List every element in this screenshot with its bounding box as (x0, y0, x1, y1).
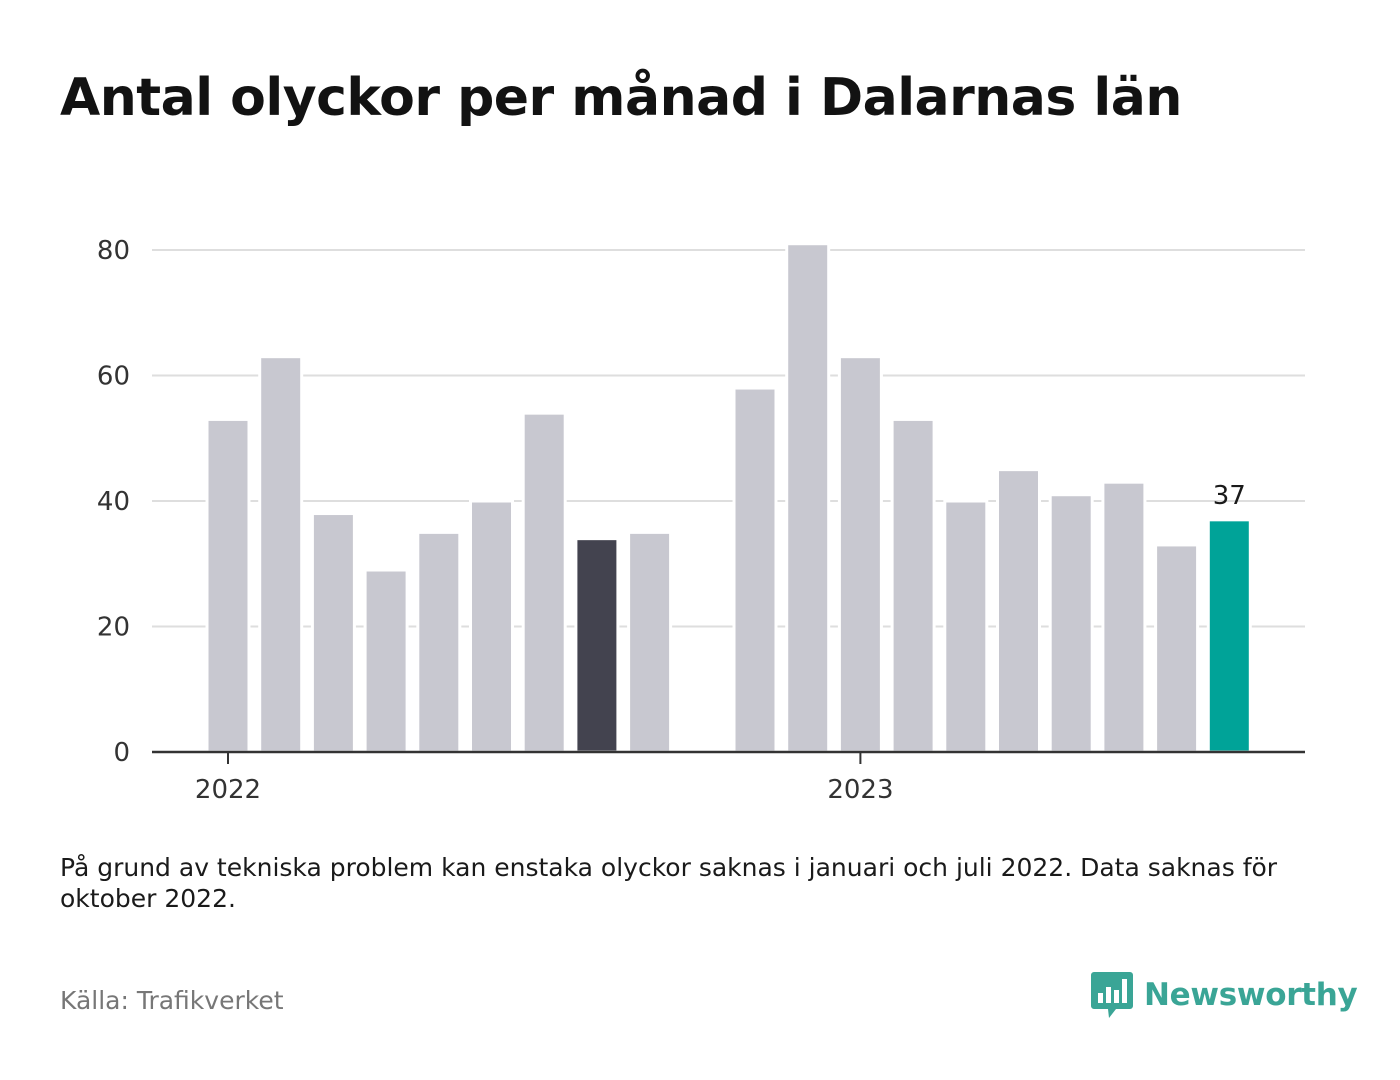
bar-2022-06 (469, 499, 514, 754)
x-tick-label: 2023 (827, 775, 893, 805)
y-tick-label: 60 (97, 362, 130, 392)
bar-2022-11 (732, 386, 778, 754)
bar-2022-07 (521, 411, 567, 754)
bar-2022-02 (258, 355, 304, 754)
chart-note: På grund av tekniska problem kan enstaka… (60, 853, 1278, 913)
bar-2023-08 (1206, 518, 1252, 754)
bar-2023-02 (890, 417, 936, 754)
bar-2022-04 (363, 568, 409, 754)
x-tick-label: 2022 (195, 775, 261, 805)
y-tick-label: 40 (97, 487, 130, 517)
brand-logo: Newsworthy (1090, 970, 1358, 1020)
y-tick-label: 0 (113, 738, 130, 768)
brand-name: Newsworthy (1144, 977, 1358, 1013)
y-tick-label: 80 (97, 236, 130, 266)
bar-2022-09 (627, 530, 673, 754)
bar-2023-01 (837, 355, 883, 754)
bar-2023-05 (1048, 493, 1094, 754)
data-label: 37 (1213, 481, 1246, 511)
source-text: Källa: Trafikverket (60, 986, 284, 1015)
bar-2022-05 (416, 530, 462, 754)
y-tick-label: 20 (97, 613, 130, 643)
chart-title: Antal olyckor per månad i Dalarnas län (60, 68, 1182, 128)
bar-2022-03 (310, 512, 356, 754)
bar-chart: 0 20 40 60 80 2022 2023 37 (97, 236, 1305, 805)
bar-2023-03 (943, 499, 989, 754)
bar-chart-speech-bubble-icon (1091, 972, 1133, 1018)
bar-2022-08 (574, 537, 620, 754)
bar-2023-07 (1154, 543, 1200, 754)
bar-2022-12 (785, 242, 831, 754)
bar-2023-06 (1101, 480, 1147, 754)
bar-2023-04 (996, 468, 1041, 754)
bar-2022-01 (205, 417, 251, 754)
